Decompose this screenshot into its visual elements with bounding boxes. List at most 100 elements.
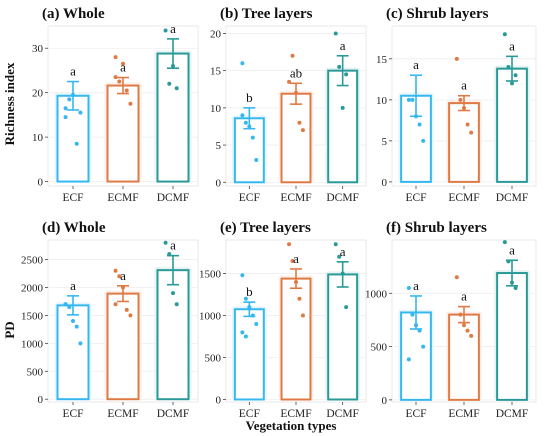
data-point bbox=[63, 115, 68, 120]
bar-ECMF bbox=[448, 313, 480, 401]
y-tick-label: 15 bbox=[210, 66, 222, 78]
data-point bbox=[406, 97, 411, 102]
data-point bbox=[469, 333, 474, 338]
data-point bbox=[410, 312, 415, 317]
data-point bbox=[243, 334, 248, 339]
panel-4: (d) Whole 0 500 1000 1500 2000 2500 a ECF a ECMF a D… bbox=[21, 220, 199, 420]
x-tick-label: ECF bbox=[239, 192, 260, 204]
data-point bbox=[240, 61, 245, 66]
data-point bbox=[247, 305, 252, 310]
bar-ECF bbox=[233, 308, 265, 401]
x-tick-label: ECMF bbox=[107, 408, 138, 420]
significance-letter: a bbox=[170, 21, 176, 36]
significance-letter: a bbox=[340, 38, 346, 53]
data-point bbox=[340, 271, 345, 276]
data-point bbox=[128, 313, 133, 318]
data-point bbox=[340, 105, 345, 110]
panel-1: (a) Whole 0 10 20 30 a ECF a ECMF a DCMF bbox=[32, 6, 199, 204]
data-point bbox=[458, 97, 463, 102]
y-tick-label: 2000 bbox=[21, 282, 44, 294]
significance-letter: a bbox=[120, 268, 126, 283]
data-point bbox=[510, 81, 514, 86]
y-tick-label: 500 bbox=[205, 353, 222, 365]
y-tick-label: 0 bbox=[38, 394, 44, 406]
bar-DCMF bbox=[327, 273, 359, 401]
data-point bbox=[410, 97, 415, 102]
data-point bbox=[167, 251, 172, 256]
data-point bbox=[294, 90, 298, 95]
data-point bbox=[124, 307, 129, 312]
x-tick-label: ECF bbox=[62, 408, 83, 420]
panel-6: (f) Shrub layers 0 500 1000 a ECF a ECMF a DCMF bbox=[365, 220, 537, 420]
data-point bbox=[333, 242, 338, 247]
data-point bbox=[74, 324, 79, 329]
significance-letter: a bbox=[461, 78, 467, 93]
significance-letter: a bbox=[293, 251, 299, 266]
data-point bbox=[506, 259, 511, 264]
panel-3: (c) Shrub layers 0 5 10 15 a ECF a ECMF a DCMF bbox=[376, 6, 537, 204]
significance-letter: a bbox=[70, 278, 76, 293]
data-point bbox=[67, 97, 72, 102]
y-tick-label: 0 bbox=[382, 395, 388, 407]
y-tick-label: 0 bbox=[382, 177, 388, 189]
x-tick-label: ECF bbox=[405, 408, 426, 420]
data-point bbox=[297, 296, 302, 301]
y-tick-label: 15 bbox=[376, 54, 388, 66]
y-tick-label: 5 bbox=[382, 136, 388, 148]
y-axis-title-top: Richness index bbox=[2, 62, 17, 145]
data-point bbox=[171, 64, 175, 68]
panel-title: (f) Shrub layers bbox=[386, 220, 487, 236]
data-point bbox=[71, 92, 75, 97]
data-point bbox=[414, 323, 418, 328]
data-point bbox=[421, 138, 426, 143]
data-point bbox=[174, 302, 179, 307]
x-tick-label: DCMF bbox=[326, 408, 359, 420]
data-point bbox=[344, 305, 349, 310]
panel-title: (b) Tree layers bbox=[220, 6, 313, 22]
bar-ECMF bbox=[280, 277, 312, 401]
x-tick-label: ECMF bbox=[280, 192, 311, 204]
data-point bbox=[344, 72, 349, 77]
data-point bbox=[506, 65, 511, 70]
x-tick-label: ECMF bbox=[448, 408, 479, 420]
significance-letter: a bbox=[509, 242, 515, 257]
significance-letter: a bbox=[413, 278, 419, 293]
data-point bbox=[465, 122, 470, 127]
data-point bbox=[78, 341, 83, 346]
data-point bbox=[117, 79, 122, 84]
data-point bbox=[240, 273, 245, 278]
x-tick-label: ECF bbox=[239, 408, 260, 420]
data-point bbox=[63, 106, 68, 111]
data-point bbox=[113, 55, 118, 60]
data-point bbox=[414, 114, 418, 119]
significance-letter: a bbox=[340, 244, 346, 259]
x-axis-title: Vegetation types bbox=[246, 418, 337, 433]
x-tick-label: ECF bbox=[62, 192, 83, 204]
data-point bbox=[287, 79, 292, 84]
data-point bbox=[337, 64, 342, 69]
bar-ECMF bbox=[448, 102, 480, 183]
data-point bbox=[63, 302, 68, 307]
data-point bbox=[337, 254, 342, 259]
data-point bbox=[502, 32, 507, 37]
y-tick-label: 5 bbox=[216, 140, 222, 152]
data-point bbox=[454, 275, 459, 280]
x-tick-label: ECMF bbox=[280, 408, 311, 420]
data-point bbox=[250, 313, 255, 318]
data-point bbox=[417, 328, 422, 333]
data-point bbox=[254, 157, 259, 162]
data-point bbox=[462, 106, 466, 111]
panel-2: (b) Tree layers 0 5 10 15 20 b ECF ab ECMF a DCMF bbox=[210, 6, 367, 204]
bar-DCMF bbox=[327, 69, 359, 184]
bar-DCMF bbox=[496, 67, 528, 183]
data-point bbox=[462, 323, 466, 328]
x-tick-label: DCMF bbox=[496, 192, 529, 204]
data-point bbox=[171, 291, 175, 296]
bar-ECMF bbox=[106, 292, 140, 401]
data-point bbox=[406, 357, 411, 362]
data-point bbox=[297, 120, 302, 125]
y-tick-label: 0 bbox=[216, 394, 222, 406]
data-point bbox=[247, 124, 252, 129]
data-point bbox=[167, 81, 172, 86]
bar-ECMF bbox=[280, 92, 312, 184]
